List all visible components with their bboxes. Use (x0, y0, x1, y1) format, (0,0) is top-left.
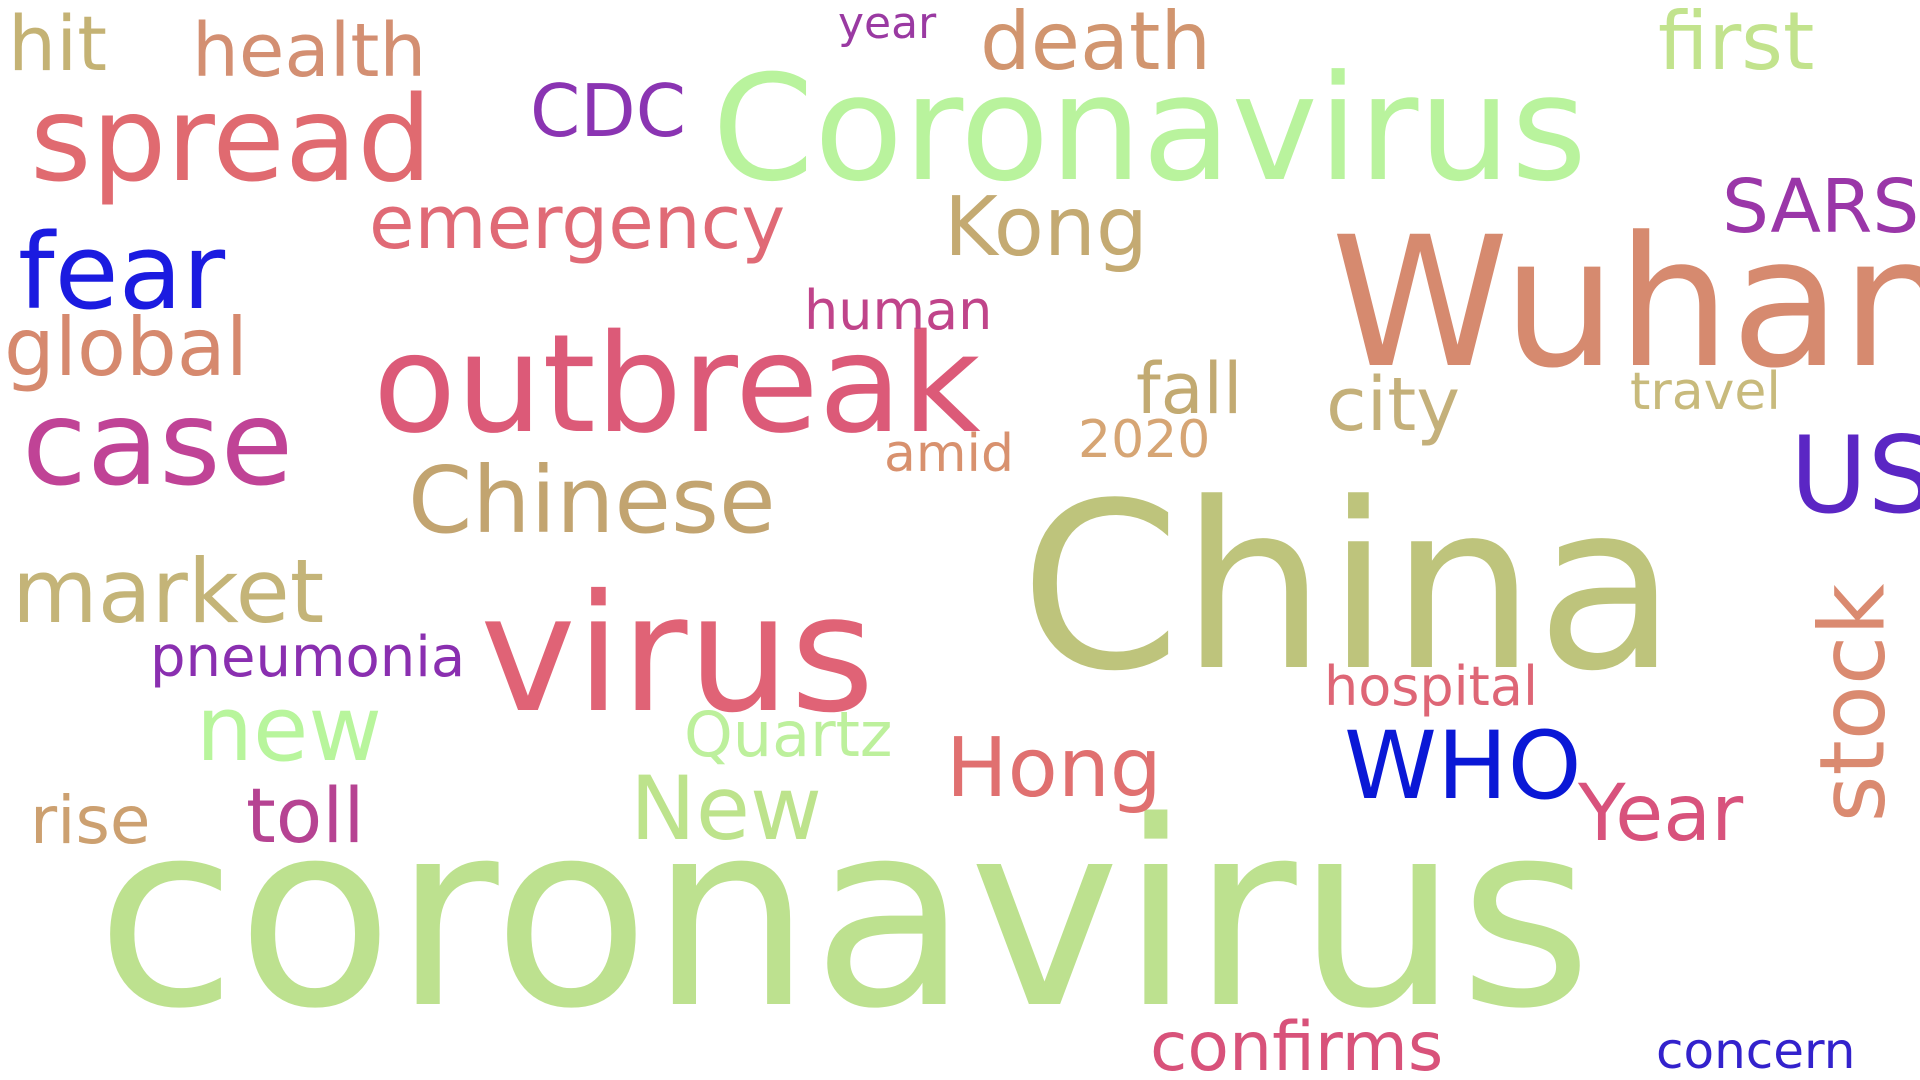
word-new: new (196, 677, 383, 782)
word-death: death (980, 0, 1212, 88)
word-fall: fall (1136, 348, 1243, 430)
word-virus: virus (480, 561, 875, 749)
word-amid: amid (884, 424, 1014, 484)
word-coronavirus-capital: Coronavirus (712, 44, 1588, 214)
word-coronavirus: coronavirus (96, 767, 1593, 1065)
word-travel: travel (1630, 362, 1781, 422)
word-stock: stock (1800, 583, 1906, 823)
word-global: global (4, 301, 248, 394)
word-outbreak: outbreak (373, 306, 981, 464)
word-quartz: Quartz (684, 698, 893, 771)
word-wuhan: Wuhan (1331, 199, 1920, 408)
word-hit: hit (8, 0, 108, 88)
word-hospital: hospital (1324, 655, 1538, 718)
word-toll: toll (246, 771, 365, 860)
word-first: first (1658, 0, 1815, 88)
word-pneumonia: pneumonia (150, 625, 466, 690)
word-case: case (22, 374, 294, 512)
word-year: year (838, 0, 937, 49)
word-new-capital: New (630, 757, 822, 860)
word-human: human (804, 279, 993, 342)
word-cdc: CDC (530, 69, 686, 153)
word-china: China (1020, 455, 1677, 722)
word-who: WHO (1344, 712, 1582, 821)
word-hong: Hong (946, 721, 1162, 816)
word-2020: 2020 (1078, 410, 1211, 470)
word-chinese: Chinese (408, 447, 776, 554)
word-fear: fear (18, 211, 226, 333)
word-spread: spread (30, 70, 433, 208)
word-city: city (1326, 362, 1461, 448)
word-sars: SARS (1722, 164, 1920, 250)
word-rise: rise (30, 782, 151, 859)
word-emergency: emergency (369, 180, 786, 266)
word-market: market (12, 540, 325, 643)
word-concern: concern (1656, 1022, 1856, 1080)
word-health: health (192, 8, 427, 94)
word-confirms: confirms (1150, 1008, 1444, 1080)
word-us: US (1790, 414, 1920, 537)
word-year-capital: Year (1578, 769, 1744, 859)
word-kong: Kong (944, 180, 1148, 275)
